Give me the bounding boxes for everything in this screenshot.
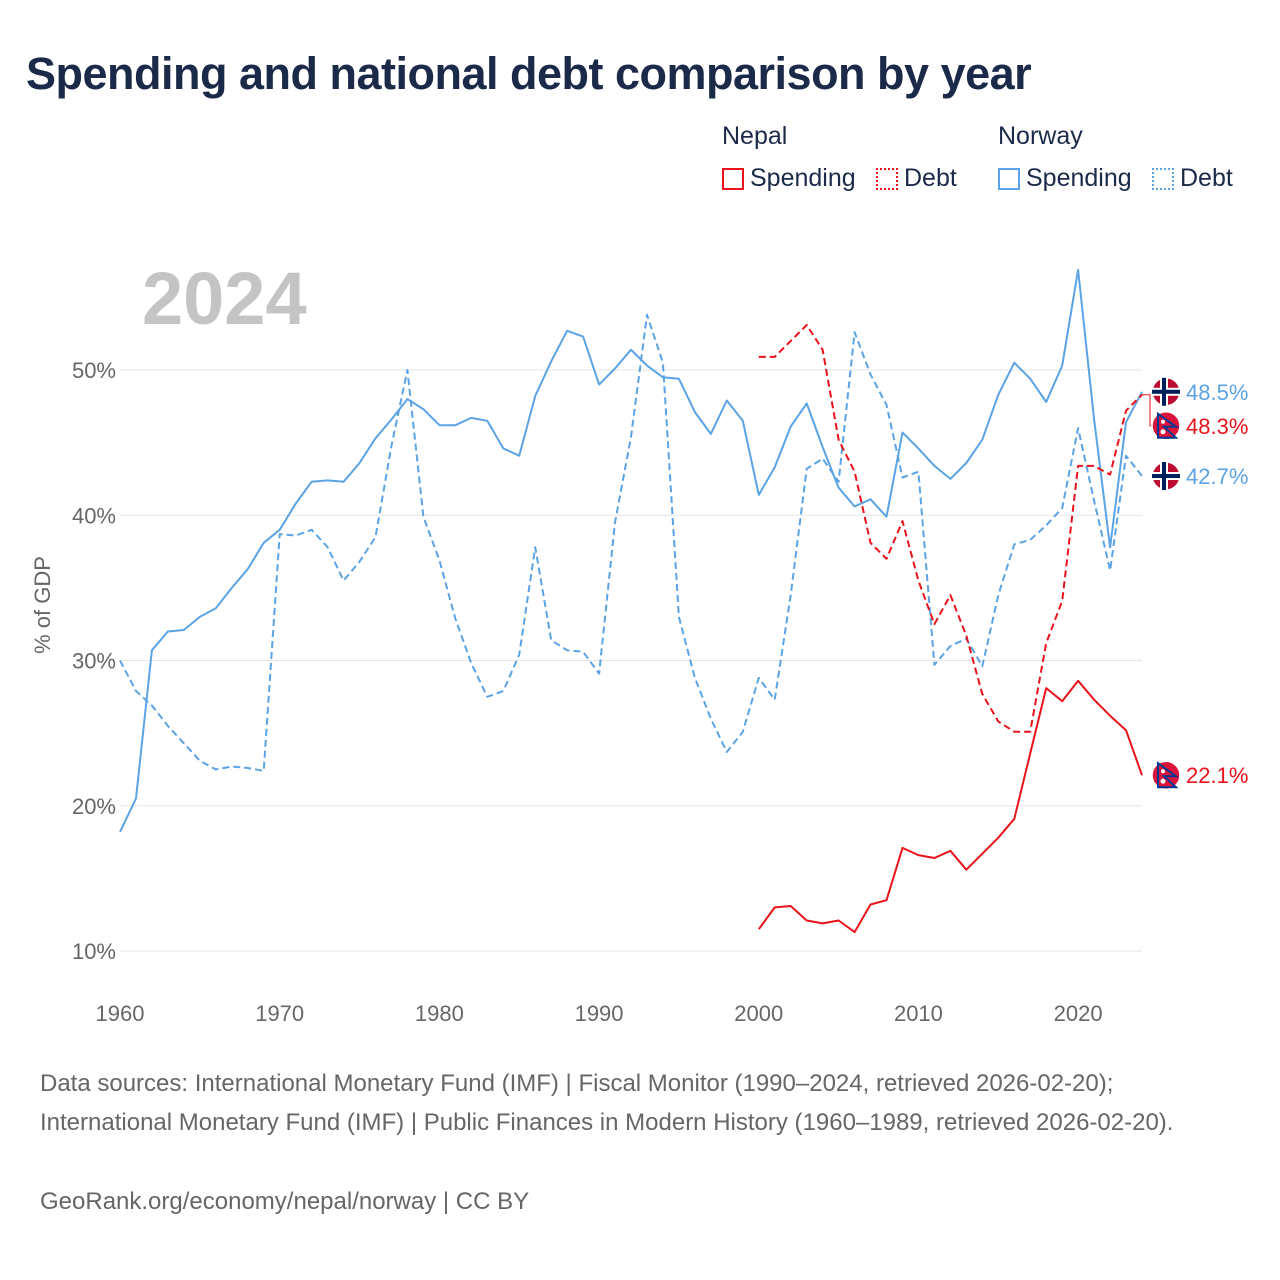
x-tick-label: 2010 [894,1001,943,1026]
norway-flag-icon [1151,377,1181,407]
y-axis-label: % of GDP [30,556,55,654]
x-tick-label: 1960 [96,1001,145,1026]
norway-flag-icon [1151,461,1181,491]
flag-inner-v [1162,462,1166,491]
legend-label: Spending [750,164,856,192]
chart-title: Spending and national debt comparison by… [26,48,1032,99]
series-line-nepal-debt [758,324,1143,733]
y-axis: 10% 20% 30% 40% 50% [72,358,116,964]
flag-inner-v [1162,377,1166,406]
x-tick-label: 1990 [575,1001,624,1026]
y-tick-label: 20% [72,794,116,819]
x-axis: 1960 1970 1980 1990 2000 2010 2020 [96,1001,1103,1026]
flag-sun [1160,778,1166,784]
legend-nepal-spending[interactable]: Spending [722,164,856,193]
legend-swatch-dotted [876,167,898,190]
line-chart: 2024 10% 20% 30% 40% 50% 1960 1970 1980 1990 200… [30,257,1248,1026]
data-sources: Data sources: International Monetary Fun… [40,1070,1174,1136]
series-line-norway-spending [119,268,1143,833]
series-line-norway-debt [119,313,1143,772]
end-value-label: 42.7% [1186,464,1248,489]
x-tick-label: 2000 [734,1001,783,1026]
series-line-nepal-spending [757,679,1143,934]
legend-norway-spending[interactable]: Spending [998,164,1132,193]
legend-norway-debt[interactable]: Debt [1152,164,1233,193]
legend-label: Debt [1180,164,1233,192]
y-tick-label: 40% [72,503,116,528]
y-tick-label: 50% [72,358,116,383]
y-tick-label: 10% [72,939,116,964]
legend-nepal-debt[interactable]: Debt [876,164,957,193]
end-value-label: 48.5% [1186,380,1248,405]
end-value-label: 48.3% [1186,414,1248,439]
legend-swatch-dotted [1152,167,1174,190]
legend-group-nepal-title: Nepal [722,122,788,150]
gridlines [120,369,1142,952]
legend-swatch-solid [998,167,1020,190]
flag-moon [1161,769,1165,774]
y-tick-label: 30% [72,649,116,674]
legend-label: Spending [1026,164,1132,192]
credit-link[interactable]: GeoRank.org/economy/nepal/norway | CC BY [40,1188,530,1215]
x-tick-label: 1970 [255,1001,304,1026]
legend-label: Debt [904,164,957,192]
end-labels: 48.5% 48.3% 42.7% 22.1% [1142,377,1248,790]
end-value-label: 22.1% [1186,763,1248,788]
nepal-flag-icon [1151,760,1181,790]
x-tick-label: 1980 [415,1001,464,1026]
x-tick-label: 2020 [1054,1001,1103,1026]
legend-group-norway-title: Norway [998,122,1083,150]
flag-sun [1160,429,1166,435]
nepal-flag-icon [1151,411,1181,441]
year-watermark: 2024 [142,257,307,340]
legend-swatch-solid [722,167,744,190]
flag-moon [1161,419,1165,424]
series [119,268,1143,934]
